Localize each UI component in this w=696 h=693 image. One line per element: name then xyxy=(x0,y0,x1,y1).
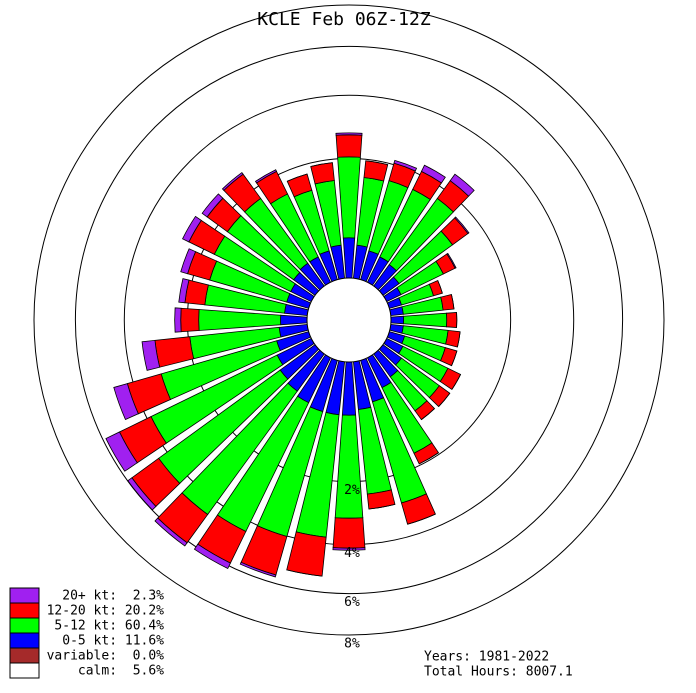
wind-bar-segment xyxy=(286,531,327,577)
wind-bar-segment xyxy=(446,312,458,328)
r-tick-label: 6% xyxy=(344,595,360,610)
wind-bar-segment xyxy=(127,477,157,511)
legend-label: 0-5 kt: 11.6% xyxy=(62,634,164,649)
r-tick-label: 4% xyxy=(344,546,360,561)
wind-bar-segment xyxy=(105,431,138,472)
wind-bar-segment xyxy=(332,547,366,551)
grid-ring xyxy=(33,4,665,636)
wind-bar-segment xyxy=(337,156,361,239)
legend-label: 20+ kt: 2.3% xyxy=(62,589,164,604)
wind-bar-segment xyxy=(154,336,195,368)
wind-bar-segment xyxy=(335,132,363,136)
legend-label: calm: 5.6% xyxy=(78,664,164,679)
wind-bar-segment xyxy=(438,393,451,407)
wind-bar-segment xyxy=(280,314,308,326)
legend-swatch xyxy=(9,587,40,604)
legend-label: 5-12 kt: 60.4% xyxy=(54,619,164,634)
wind-bar-segment xyxy=(420,164,446,184)
wind-bar-segment xyxy=(254,169,278,184)
wind-bar-segment xyxy=(221,172,244,191)
wind-bar-segment xyxy=(457,331,461,348)
wind-bar-segment xyxy=(341,361,357,416)
annotation: Total Hours: 8007.1 xyxy=(424,665,573,680)
wind-bar-segment xyxy=(446,252,457,269)
wind-bar-segment xyxy=(180,307,200,333)
calm-circle xyxy=(306,277,392,363)
wind-bar-segment xyxy=(332,517,366,549)
legend-swatch xyxy=(9,602,40,619)
legend-swatch xyxy=(9,647,40,664)
wind-bar-segment xyxy=(193,543,231,570)
wind-bar-segment xyxy=(335,134,363,158)
wind-bar-segment xyxy=(201,193,224,218)
legend-label: 12-20 kt: 20.2% xyxy=(47,604,165,619)
wind-bar-segment xyxy=(154,517,188,547)
wind-bar-segment xyxy=(174,307,182,333)
wind-bar-segment xyxy=(390,315,405,325)
annotation: Years: 1981-2022 xyxy=(424,650,549,665)
wind-bar-segment xyxy=(180,248,197,275)
wind-bar-segment xyxy=(407,513,436,525)
wind-bar-segment xyxy=(239,561,277,578)
wind-bar-segment xyxy=(403,312,448,328)
legend-swatch xyxy=(9,632,40,649)
wind-bar-segment xyxy=(393,159,418,172)
wind-bar-segment xyxy=(182,215,202,243)
wind-bar-segment xyxy=(365,160,388,166)
wind-bar-segment xyxy=(198,309,282,331)
r-tick-label: 2% xyxy=(344,483,360,498)
grid-ring xyxy=(74,45,624,595)
chart-title: KCLE Feb 06Z-12Z xyxy=(257,9,431,30)
legend-swatch xyxy=(9,662,40,679)
wind-bar-segment xyxy=(141,339,161,371)
wind-bar-segment xyxy=(334,414,364,519)
wind-bar-segment xyxy=(113,383,139,421)
wind-bar-segment xyxy=(368,504,396,510)
wind-bar-segment xyxy=(449,173,475,197)
wind-bar-segment xyxy=(451,294,455,310)
r-tick-label: 8% xyxy=(344,637,360,652)
wind-bar-segment xyxy=(342,237,356,279)
wind-bar-segment xyxy=(419,452,439,465)
wind-bar-segment xyxy=(178,278,190,304)
wind-bar-segment xyxy=(454,216,470,235)
legend-swatch xyxy=(9,617,40,634)
legend-label: variable: 0.0% xyxy=(47,649,165,664)
